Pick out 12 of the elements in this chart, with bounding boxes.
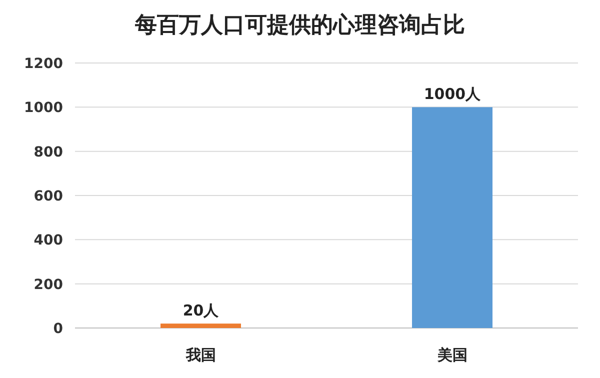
data-label: 20人 [182, 302, 220, 320]
x-tick-label: 美国 [436, 346, 468, 364]
chart-title: 每百万人口可提供的心理咨询占比 [134, 12, 465, 38]
y-tick-label: 800 [34, 144, 64, 160]
y-tick-label: 0 [53, 321, 64, 337]
y-tick-label: 400 [34, 232, 64, 249]
y-tick-label: 1200 [24, 56, 64, 72]
data-label: 1000人 [424, 85, 482, 104]
y-tick-label: 200 [34, 276, 64, 293]
x-tick-label: 我国 [184, 346, 216, 364]
y-tick-label: 600 [34, 188, 64, 204]
y-tick-label: 1000 [24, 100, 64, 116]
